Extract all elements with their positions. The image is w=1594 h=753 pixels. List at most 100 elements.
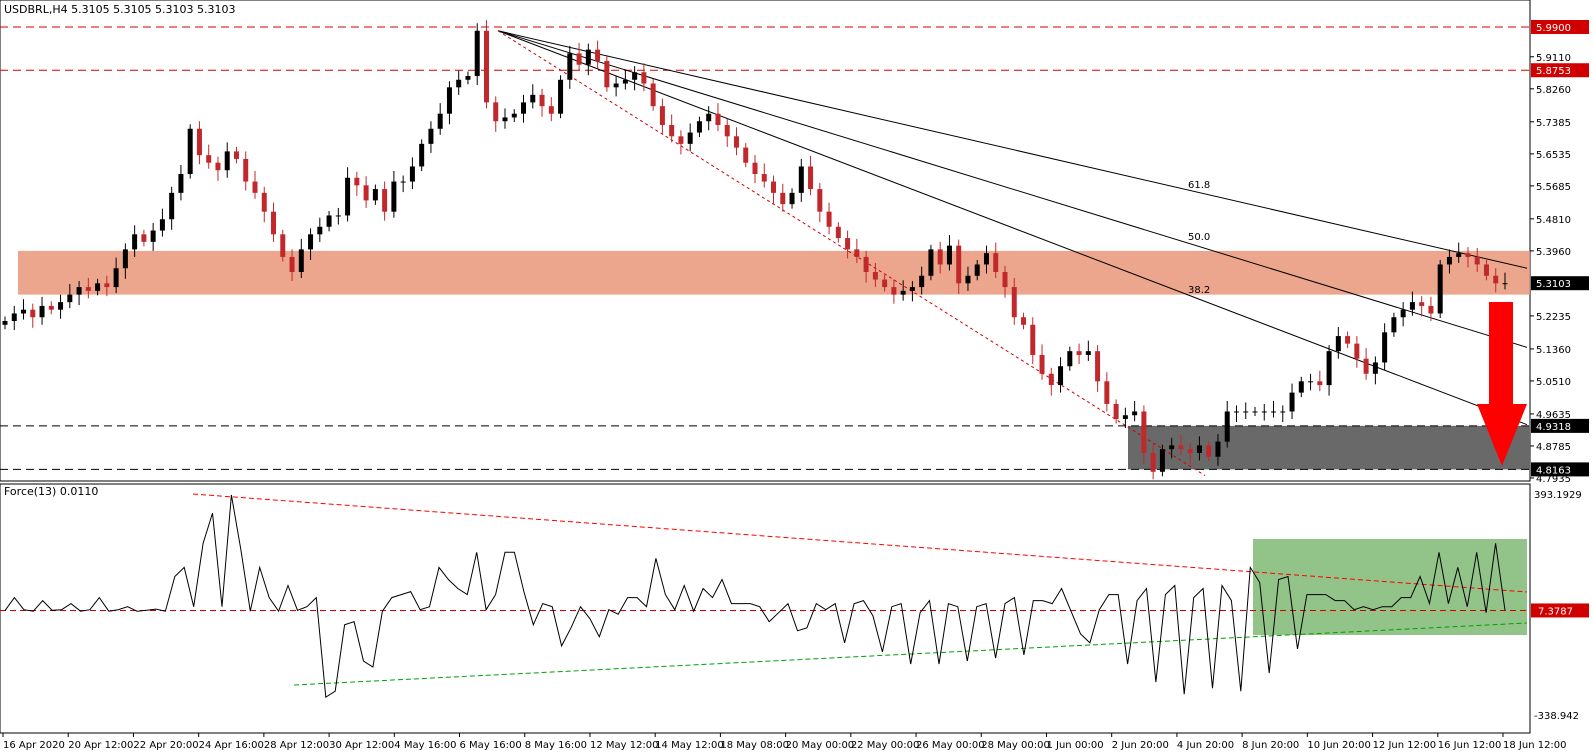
date-tick-label: 28 Apr 12:00 [264,740,329,751]
date-tick-label: 16 Apr 2020 [3,740,65,751]
candle-body [974,264,980,276]
price-marker-label: 5.3103 [1536,279,1571,290]
date-tick-label: 12 May 12:00 [590,740,659,751]
candle-body [548,106,554,114]
candle-body [789,192,795,205]
candle-body [122,249,128,269]
candle-body [919,275,925,288]
candle-body [58,302,64,310]
candle-body [909,287,915,291]
candle-body [308,234,314,250]
candle-body [1169,445,1175,450]
candle-body [1502,283,1508,285]
date-tick-label: 18 May 08:00 [720,740,789,751]
candle-body [1483,264,1489,276]
candle-body [132,234,138,250]
date-tick-label: 30 Apr 12:00 [329,740,394,751]
candle-body [1335,336,1341,352]
candle-body [530,94,536,103]
horizontal-levels [0,26,1530,470]
candle-body [798,166,804,193]
candle-body [1002,272,1008,288]
candle-body [521,102,527,114]
candle-body [1409,302,1415,310]
candle-body [76,287,82,295]
candle-body [595,49,601,61]
candle-body [1446,256,1452,265]
price-panel-frame [0,0,1531,482]
candle-body [1456,253,1462,257]
candle-body [604,60,610,88]
oscillator-descending-trendline [192,493,1528,593]
candle-body [95,283,101,291]
candle-body [372,189,378,201]
candle-body [317,226,323,235]
candle-body [1289,392,1295,412]
price-tick-label: 5.0510 [1536,377,1571,388]
fib-label-38: 38.2 [1188,285,1210,296]
candle-body [391,181,397,212]
candle-body [743,147,749,163]
candle-body [585,49,591,65]
candle-body [1085,351,1091,355]
oscillator-title: Force(13) 0.0110 [4,485,98,498]
date-tick-label: 26 May 00:00 [916,740,985,751]
candle-body [567,53,573,80]
candle-body [1224,411,1230,442]
date-tick-label: 4 May 16:00 [394,740,456,751]
price-marker [1531,418,1589,433]
fib-label-618: 61.8 [1188,180,1210,191]
candle-body [622,79,628,84]
candle-body [224,151,230,171]
candle-body [1243,411,1249,413]
candle-body [1048,373,1054,386]
candle-body [1298,381,1304,393]
candle-body [1011,287,1017,318]
candle-body [326,215,332,227]
candle-body [187,128,193,175]
resistance-zone [18,250,1530,295]
date-tick-label: 8 Jun 20:00 [1242,740,1299,751]
candle-body [1132,411,1138,416]
price-tick-label: 5.1360 [1536,345,1571,356]
price-tick-label: 5.3960 [1536,247,1571,258]
support-zone [1128,425,1530,470]
candle-body [882,279,888,288]
candle-body [558,79,564,114]
candle-body [169,192,175,220]
candle-body [159,219,165,231]
candle-body [474,30,480,77]
candle-body [863,256,869,273]
candle-body [946,245,952,265]
candle-body [1326,351,1332,386]
candle-body [826,211,832,227]
bearish-arrow-icon [1477,302,1527,466]
candle-body [1067,351,1073,367]
candle-body [483,30,489,103]
fibonacci-fan [497,30,1528,476]
candle-body [1363,358,1369,374]
candle-body [1039,354,1045,374]
candle-body [1493,275,1499,284]
price-tick-label: 5.7385 [1536,118,1571,129]
price-axis: 5.9110 5.8260 5.7385 5.6535 5.5685 5.4810 5.39… [1530,20,1589,485]
candle-body [1159,449,1165,472]
price-tick-label: 4.9635 [1536,410,1571,421]
date-tick-label: 16 Jun 12:00 [1438,740,1502,751]
candle-body [1187,449,1193,453]
candle-body [11,313,17,322]
candle-body [502,117,508,122]
price-tick-label: 4.7935 [1536,474,1571,485]
candle-body [771,181,777,193]
date-tick-label: 10 Jun 20:00 [1307,740,1371,751]
candle-body [1354,343,1360,359]
date-tick-label: 6 May 16:00 [460,740,522,751]
candle-body [1095,351,1101,382]
candle-body [233,151,239,159]
candle-body [650,83,656,107]
candle-body [937,249,943,265]
candle-body [1113,403,1119,420]
candle-body [465,76,471,80]
candle-body [1280,411,1286,413]
date-tick-label: 4 Jun 20:00 [1177,740,1234,751]
